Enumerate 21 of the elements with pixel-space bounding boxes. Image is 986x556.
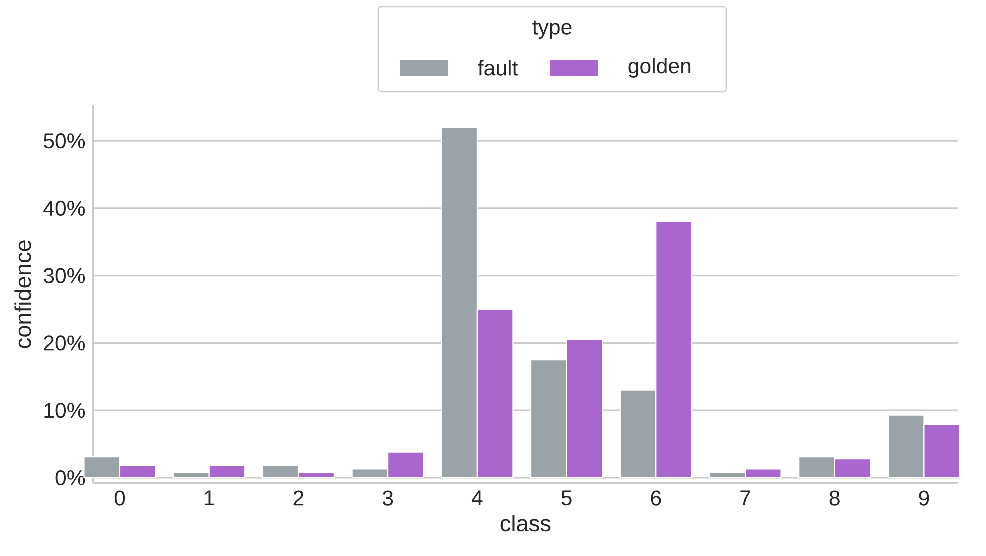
x-tick-label: 2: [294, 490, 304, 506]
y-tick-label: 40%: [44, 200, 86, 216]
y-tick-label: 50%: [44, 134, 86, 149]
x-tick-label: 5: [562, 490, 572, 506]
x-tick-label: 9: [919, 490, 930, 506]
x-tick-label: 8: [830, 490, 840, 506]
y-tick-label: 0%: [56, 470, 86, 486]
legend-label: fault: [478, 60, 518, 76]
x-tick-label: 4: [472, 490, 483, 506]
y-tick-label: 20%: [44, 336, 86, 351]
x-tick-label: 1: [205, 490, 214, 506]
y-tick-label: 30%: [44, 268, 86, 284]
x-tick-label: 6: [651, 490, 662, 506]
x-tick-label: 0: [114, 490, 126, 506]
x-tick-label: 7: [740, 490, 750, 506]
legend-title: type: [532, 20, 572, 40]
y-tick-label: 10%: [44, 403, 86, 418]
x-tick-label: 3: [382, 490, 394, 506]
x-axis-title: class: [500, 515, 551, 532]
legend-label: golden: [628, 58, 691, 78]
y-axis-title: confidence: [14, 240, 32, 348]
